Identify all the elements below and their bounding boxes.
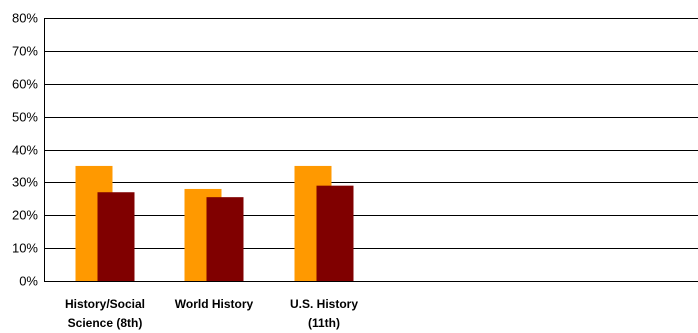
y-axis-tick-labels: 0% 10% 20% 30% 40% 50% 60% 70% 80%: [12, 11, 38, 289]
x-category-label: (11th): [308, 316, 340, 330]
x-axis-category-labels: History/Social Science (8th) World History…: [65, 297, 358, 330]
y-tick-label: 50%: [12, 110, 38, 125]
y-tick-label: 70%: [12, 44, 38, 59]
x-category-label: World History: [175, 297, 254, 311]
bar-series-2-1: [206, 197, 244, 281]
gridlines: [44, 18, 698, 249]
y-tick-label: 80%: [12, 11, 38, 26]
x-category-label: Science (8th): [68, 316, 143, 330]
y-tick-label: 60%: [12, 77, 38, 92]
y-tick-label: 40%: [12, 143, 38, 158]
bar-series-2-2: [316, 185, 354, 281]
bar-series-2-0: [97, 192, 135, 281]
y-tick-label: 30%: [12, 175, 38, 190]
axes: [44, 18, 698, 282]
y-tick-label: 10%: [12, 241, 38, 256]
y-tick-label: 20%: [12, 208, 38, 223]
y-tick-label: 0%: [19, 274, 38, 289]
bars: [75, 165, 354, 281]
x-category-label: U.S. History: [290, 297, 358, 311]
x-category-label: History/Social: [65, 297, 145, 311]
